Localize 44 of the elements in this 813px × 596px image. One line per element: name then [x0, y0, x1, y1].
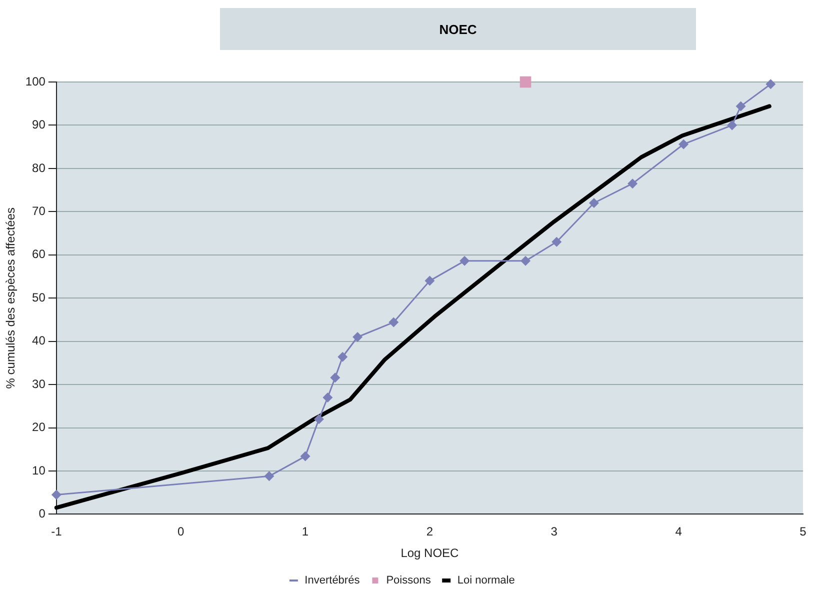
- y-tick-label: 40: [32, 334, 46, 348]
- y-tick-label: 80: [32, 160, 46, 175]
- point: [678, 139, 689, 150]
- point: [460, 256, 470, 266]
- point: [736, 101, 746, 112]
- y-tick-label: 70: [32, 204, 46, 218]
- y-tick-label: 60: [32, 247, 46, 262]
- point: [314, 414, 324, 424]
- point: [520, 256, 531, 266]
- x-tick-label: 1: [302, 524, 309, 539]
- chart-title: NOEC: [220, 8, 696, 50]
- y-tick-label: 20: [32, 420, 46, 434]
- point: [51, 490, 62, 500]
- legend-label: Invertébrés: [304, 574, 360, 587]
- y-tick-label: 90: [32, 118, 46, 132]
- legend-label: Loi normale: [457, 574, 515, 587]
- point: [300, 451, 310, 462]
- x-tick-label: 5: [800, 524, 807, 539]
- x-tick-label: 4: [675, 524, 682, 539]
- point: [727, 120, 738, 130]
- y-tick-label: 50: [32, 290, 46, 304]
- y-axis-title: % cumulés des espèces affectées: [4, 207, 18, 389]
- y-tick-label: 30: [32, 376, 46, 391]
- point: [520, 76, 532, 88]
- y-tick-label: 0: [38, 506, 46, 521]
- y-tick-label: 10: [32, 463, 46, 478]
- point: [352, 332, 363, 342]
- y-tick-label: 100: [25, 74, 46, 88]
- x-tick-label: -1: [51, 524, 62, 539]
- point: [424, 276, 435, 286]
- point: [338, 352, 348, 362]
- point: [628, 178, 638, 189]
- x-tick-label: 2: [426, 524, 434, 539]
- x-tick-label: 3: [550, 524, 558, 539]
- point: [322, 392, 333, 403]
- point: [766, 79, 776, 90]
- legend-label: Poissons: [386, 574, 432, 587]
- x-tick-label: 0: [178, 524, 185, 539]
- point: [588, 198, 599, 208]
- x-axis-title: Log NOEC: [400, 546, 460, 560]
- point: [552, 236, 562, 247]
- point: [264, 471, 274, 482]
- point: [388, 317, 399, 328]
- point: [330, 372, 340, 383]
